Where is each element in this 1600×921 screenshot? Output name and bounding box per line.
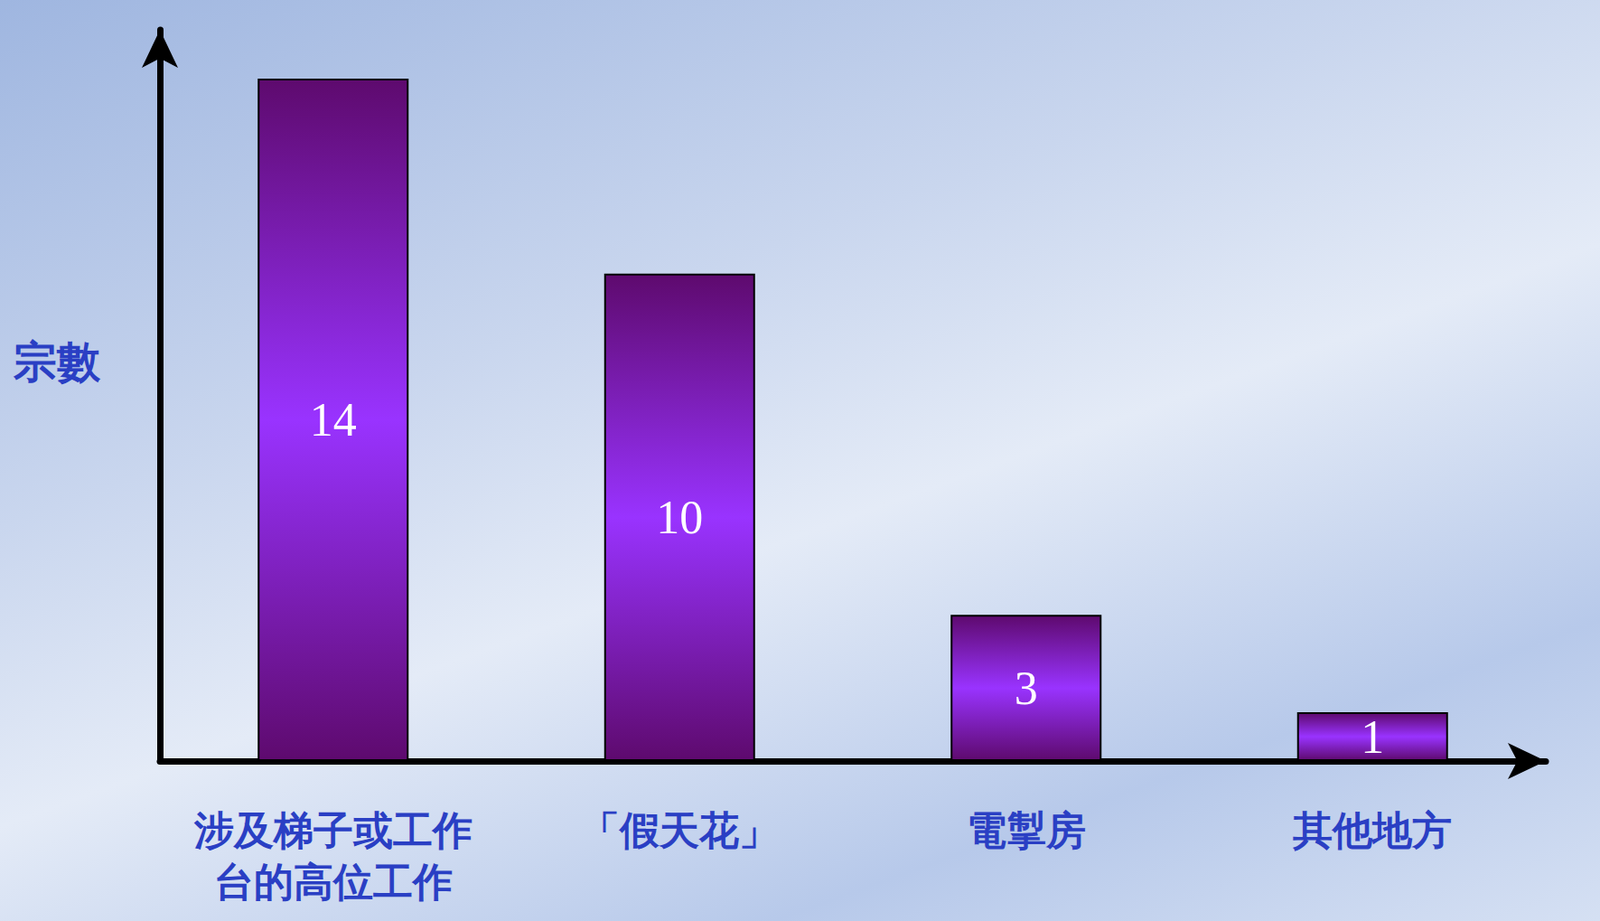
svg-text:10: 10 bbox=[655, 491, 703, 543]
svg-text:台的高位工作: 台的高位工作 bbox=[214, 858, 453, 905]
svg-text:「假天花」: 「假天花」 bbox=[580, 806, 779, 853]
svg-text:其他地方: 其他地方 bbox=[1291, 806, 1452, 853]
svg-text:涉及梯子或工作: 涉及梯子或工作 bbox=[193, 806, 473, 853]
svg-text:宗數: 宗數 bbox=[12, 336, 102, 387]
svg-text:1: 1 bbox=[1360, 711, 1385, 763]
svg-text:14: 14 bbox=[309, 393, 357, 446]
svg-text:電掣房: 電掣房 bbox=[966, 806, 1086, 853]
svg-text:3: 3 bbox=[1014, 662, 1039, 714]
